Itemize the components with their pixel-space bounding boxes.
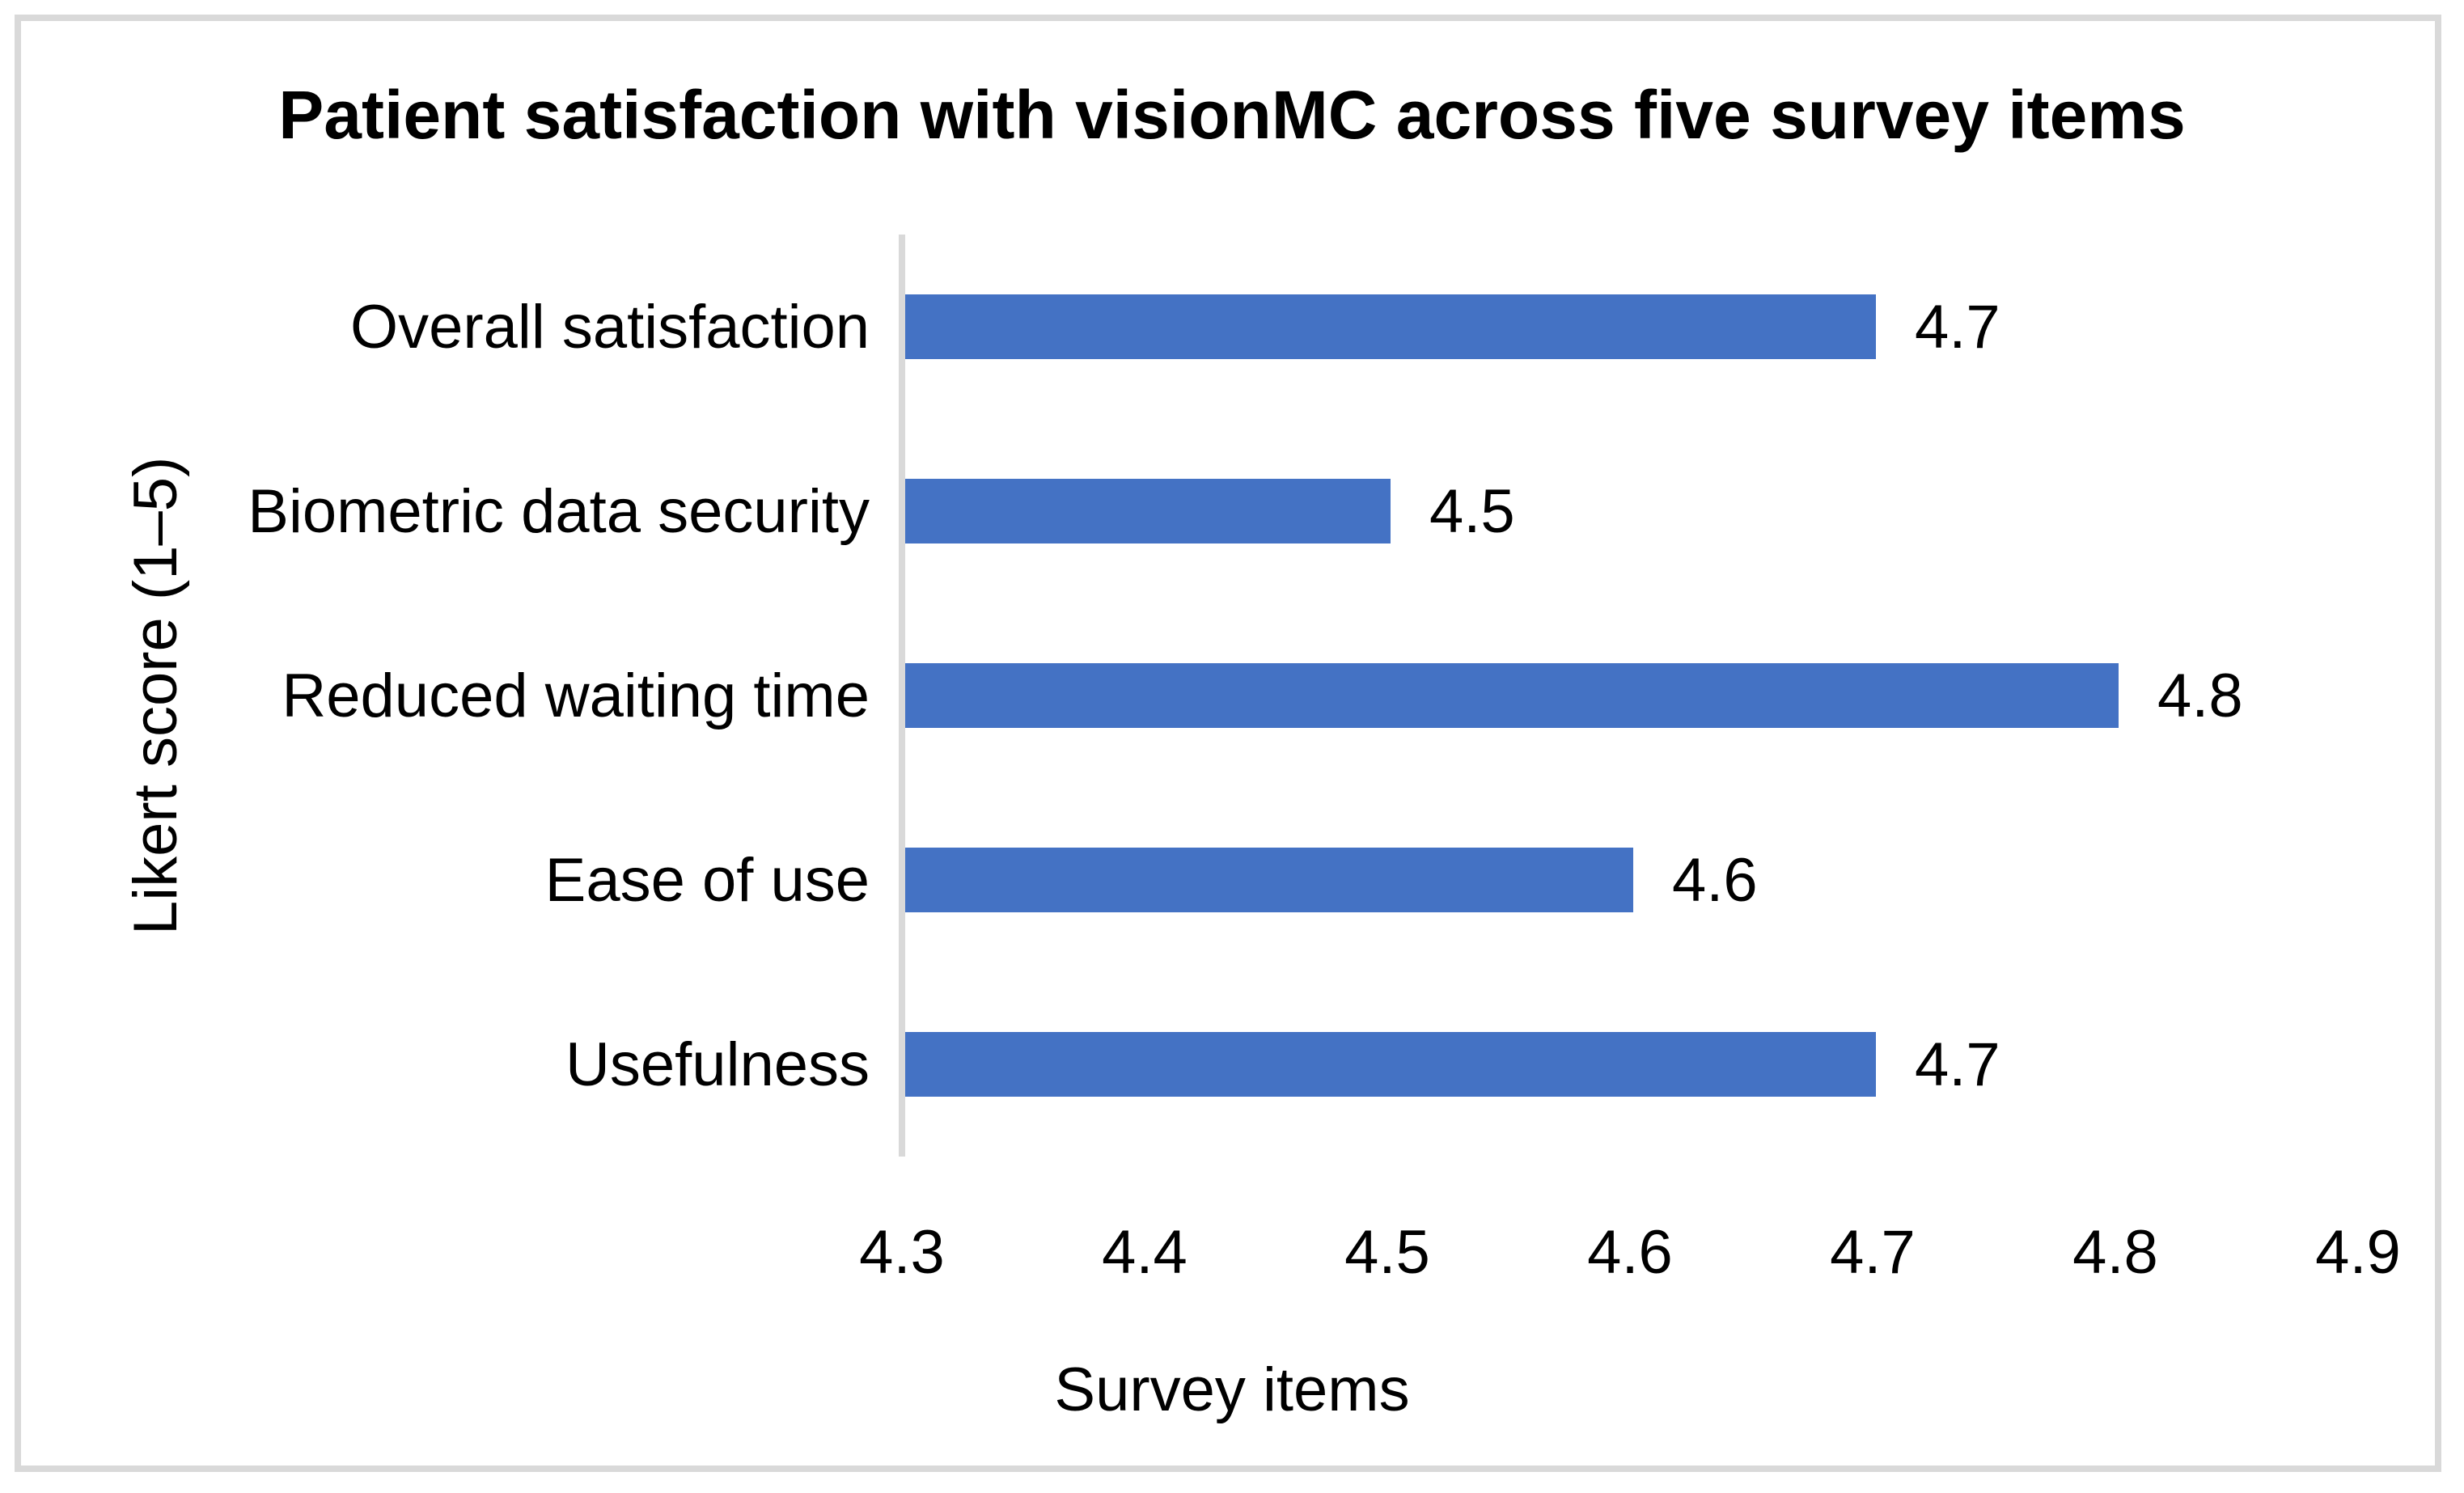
chart-title: Patient satisfaction with visionMC acros…	[278, 77, 2186, 153]
data-label-ease-of-use: 4.6	[1672, 845, 1758, 915]
bar-row-overall-satisfaction: 4.7	[905, 235, 2361, 419]
x-tick-label-4-8: 4.8	[2072, 1218, 2158, 1287]
category-label-ease-of-use: Ease of use	[544, 845, 870, 915]
category-label-overall-satisfaction: Overall satisfaction	[349, 292, 870, 362]
category-axis-line	[899, 235, 905, 1157]
data-label-biometric-data-security: 4.5	[1429, 476, 1515, 546]
bar-row-usefulness: 4.7	[905, 972, 2361, 1157]
x-tick-label-4-4: 4.4	[1102, 1218, 1188, 1287]
category-label-usefulness: Usefulness	[565, 1030, 870, 1099]
category-axis-labels: Overall satisfaction Biometric data secur…	[24, 235, 870, 1157]
bar-row-reduced-waiting-time: 4.8	[905, 603, 2361, 788]
bar-reduced-waiting-time	[905, 663, 2119, 728]
bar-usefulness	[905, 1032, 1876, 1097]
x-tick-label-4-3: 4.3	[859, 1218, 945, 1287]
data-label-reduced-waiting-time: 4.8	[2157, 661, 2243, 730]
value-axis-tick-labels: 4.3 4.4 4.5 4.6 4.7 4.8 4.9	[859, 1217, 2401, 1294]
plot-area: 4.7 4.5 4.8 4.6 4.7	[905, 235, 2361, 1157]
x-axis-title: Survey items	[1054, 1356, 1410, 1424]
bar-overall-satisfaction	[905, 294, 1876, 359]
x-tick-label-4-5: 4.5	[1344, 1218, 1430, 1287]
x-tick-label-4-6: 4.6	[1587, 1218, 1673, 1287]
category-label-biometric-data-security: Biometric data security	[248, 476, 870, 546]
x-tick-label-4-7: 4.7	[1830, 1218, 1916, 1287]
bar-row-biometric-data-security: 4.5	[905, 419, 2361, 603]
x-tick-label-4-9: 4.9	[2315, 1218, 2401, 1287]
bar-row-ease-of-use: 4.6	[905, 788, 2361, 972]
bar-ease-of-use	[905, 848, 1633, 912]
data-label-usefulness: 4.7	[1914, 1030, 2000, 1099]
bar-biometric-data-security	[905, 479, 1391, 543]
category-label-reduced-waiting-time: Reduced waiting time	[282, 661, 870, 730]
data-label-overall-satisfaction: 4.7	[1914, 292, 2000, 362]
